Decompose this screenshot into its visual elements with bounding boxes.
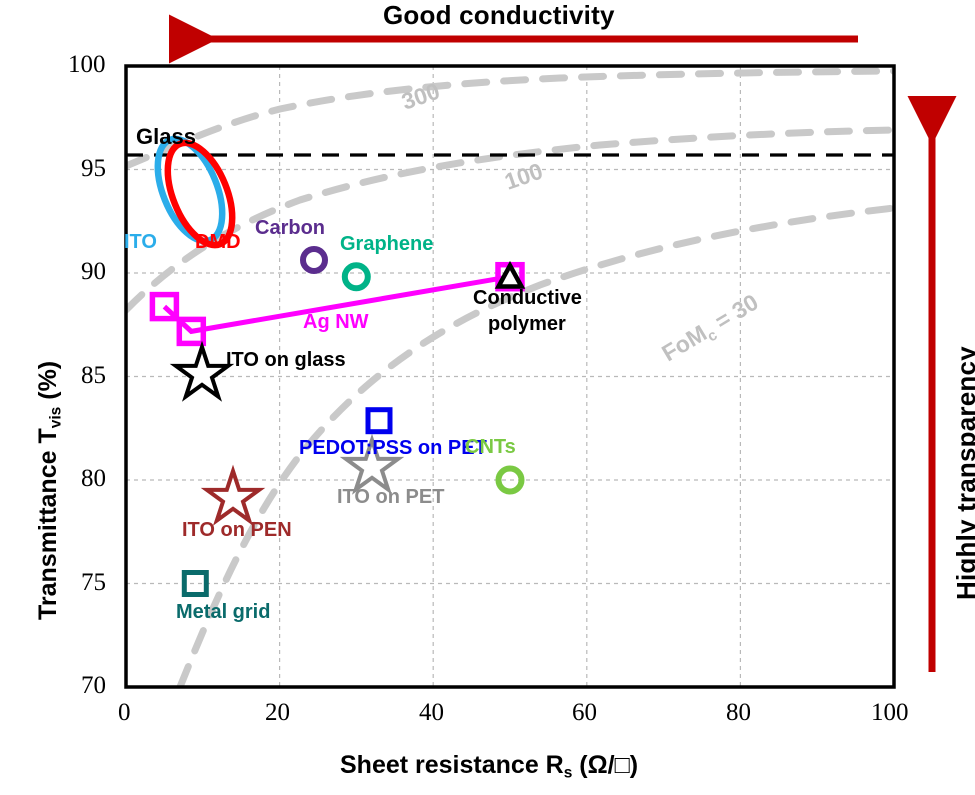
x-tick-80: 80: [726, 699, 751, 726]
marker-conductive-polymer-triangle: [494, 260, 526, 289]
y-axis-title-sub: vis: [47, 406, 65, 429]
fom-label-100: 100: [501, 158, 546, 195]
y-axis-title-main: Transmittance T: [34, 428, 62, 620]
x-axis-title-sub: s: [563, 764, 573, 782]
marker-carbon-circle: [300, 246, 328, 274]
x-axis-title: Sheet resistance Rs (Ω/□): [340, 753, 638, 781]
marker-dmd-ellipse: [164, 139, 236, 249]
fom-curve-100: [126, 126, 894, 314]
series-label-cnts: CNTs: [465, 436, 516, 458]
series-label-ito-on-glass: ITO on glass: [226, 349, 346, 371]
marker-ito-on-glass-star: [169, 340, 235, 402]
series-label-agnw: Ag NW: [303, 311, 369, 333]
series-label-carbon: Carbon: [255, 217, 325, 239]
series-label-graphene: Graphene: [340, 233, 434, 255]
series-label-metal-grid: Metal grid: [176, 601, 271, 623]
y-tick-95: 95: [81, 155, 106, 182]
marker-pedotpss-square: [365, 407, 393, 435]
right-arrow-label: Highly transparency: [951, 346, 975, 600]
x-axis-title-unit: (Ω/□): [572, 751, 639, 779]
series-label-ito: ITO: [124, 231, 157, 253]
marker-metal-grid-square: [181, 570, 209, 597]
x-tick-0: 0: [118, 699, 131, 726]
marker-ito-on-pet-star: [339, 433, 405, 495]
y-tick-100: 100: [68, 51, 106, 78]
y-tick-90: 90: [81, 258, 106, 285]
fom-curve-30: [176, 204, 894, 687]
y-axis-title: Transmittance Tvis (%): [34, 360, 65, 620]
grid-lines: [126, 66, 894, 687]
x-tick-60: 60: [572, 699, 597, 726]
fom-curves: [126, 67, 894, 687]
series-label-dmd: DMD: [195, 231, 241, 253]
x-tick-40: 40: [419, 699, 444, 726]
y-tick-70: 70: [81, 672, 106, 699]
marker-ito-ellipse: [154, 135, 226, 245]
marker-agnw-square-2: [176, 316, 207, 347]
fom-label-30: FoMc = 30: [657, 289, 765, 370]
y-tick-75: 75: [81, 569, 106, 596]
top-arrow-label: Good conductivity: [383, 0, 615, 30]
svg-text:FoMc = 30: FoMc = 30: [657, 289, 765, 370]
y-tick-80: 80: [81, 465, 106, 492]
series-label-conductive-polymer-line2: polymer: [488, 313, 566, 335]
marker-agnw-square-1: [149, 291, 180, 322]
series-label-ito-on-pen: ITO on PEN: [182, 519, 292, 541]
marker-graphene-circle: [341, 262, 371, 292]
x-tick-100: 100: [871, 699, 909, 726]
x-tick-20: 20: [265, 699, 290, 726]
x-axis-title-main: Sheet resistance R: [340, 751, 564, 779]
series-label-pedotpss-on-pet: PEDOT:PSS on PET: [299, 437, 487, 459]
marker-cnts-circle: [495, 465, 525, 495]
y-axis-title-unit: (%): [34, 360, 62, 407]
fom-label-300: 300: [398, 78, 443, 115]
fom-curve-300: [126, 67, 894, 170]
plot-frame: [124, 64, 896, 689]
marker-ito-on-pen-star: [200, 464, 266, 526]
series-label-conductive-polymer-line1: Conductive: [473, 287, 582, 309]
series-label-glass: Glass: [136, 124, 196, 149]
fom-curve-labels: 300 100 FoMc = 30: [398, 78, 765, 370]
series-label-ito-on-pet: ITO on PET: [337, 486, 445, 508]
y-tick-85: 85: [81, 362, 106, 389]
